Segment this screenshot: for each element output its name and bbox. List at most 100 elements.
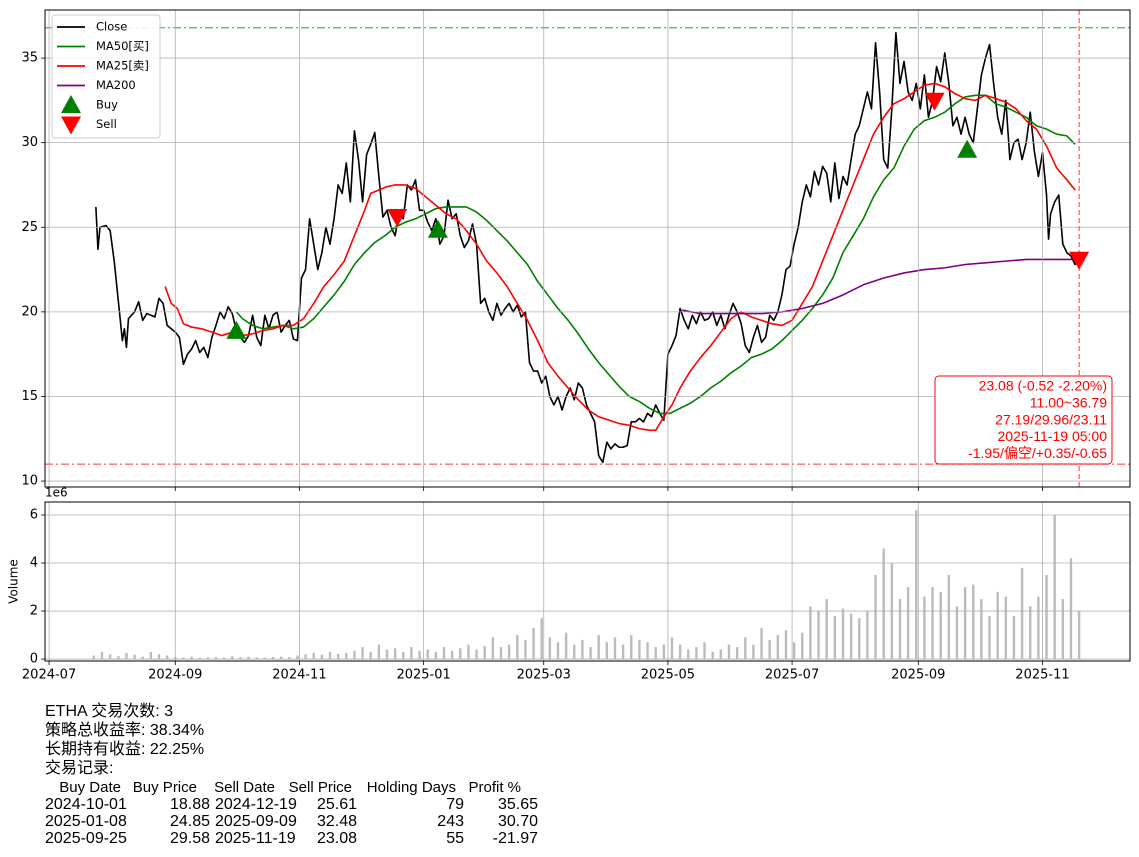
- table-cell: 55: [446, 830, 464, 847]
- legend-label: MA200: [96, 78, 136, 92]
- volume-bar: [1045, 575, 1048, 660]
- volume-bar: [393, 648, 397, 660]
- x-tick-label: 2025-01: [396, 668, 450, 683]
- volume-bar: [670, 637, 674, 660]
- x-tick-label: 2025-05: [641, 668, 695, 683]
- volume-bar: [589, 647, 592, 660]
- volume-bar: [947, 575, 951, 660]
- x-tick-label: 2024-07: [22, 668, 76, 683]
- volume-bar: [630, 635, 633, 660]
- volume-bar: [1061, 599, 1065, 660]
- volume-bar: [328, 651, 332, 660]
- axis-offset-label: 1e6: [45, 486, 68, 500]
- volume-bar: [776, 635, 780, 660]
- series-line: [235, 94, 1076, 415]
- x-tick-label: 2025-11: [1015, 668, 1069, 683]
- volume-bar: [483, 645, 486, 660]
- annotation-box: [934, 375, 1113, 465]
- volume-bar: [100, 651, 104, 660]
- volume-bar: [548, 637, 552, 660]
- table-cell: 18.88: [170, 796, 210, 813]
- x-tick-label: 2025-09: [891, 668, 945, 683]
- y-tick-label: 0: [30, 652, 38, 667]
- volume-bar: [996, 591, 999, 660]
- volume-bar: [955, 606, 959, 660]
- summary-line: 交易记录:: [45, 759, 113, 777]
- y-tick-label: 20: [21, 304, 38, 319]
- table-cell: 2025-09-25: [45, 830, 127, 847]
- volume-bar: [377, 644, 381, 660]
- volume-bar: [304, 654, 307, 660]
- volume-bar: [442, 647, 446, 660]
- volume-bar: [320, 654, 324, 660]
- y-tick-label: 35: [21, 51, 38, 66]
- volume-bar: [931, 587, 934, 660]
- legend-label: Buy: [96, 98, 118, 112]
- volume-bar: [768, 639, 771, 660]
- trade-marker: [924, 92, 945, 111]
- volume-bar: [638, 639, 641, 660]
- volume-bar: [182, 657, 185, 660]
- volume-bar: [564, 632, 568, 660]
- volume-bar: [849, 613, 853, 660]
- volume-bar: [1037, 596, 1040, 660]
- volume-bar: [222, 657, 226, 660]
- volume-bar: [1029, 606, 1032, 660]
- x-tick-label: 2024-11: [272, 668, 326, 683]
- y-tick-label: 2: [30, 604, 38, 619]
- volume-bar: [540, 618, 543, 660]
- volume-bar: [312, 653, 315, 660]
- table-cell: 79: [446, 796, 464, 813]
- volume-bar: [516, 635, 519, 660]
- volume-bar: [231, 656, 234, 660]
- volume-bar: [92, 655, 96, 660]
- legend-label: Sell: [96, 117, 117, 131]
- volume-bar: [149, 651, 153, 660]
- volume-bar: [735, 647, 739, 660]
- annotation-text: 11.00~36.79: [1030, 395, 1107, 411]
- volume-bar: [141, 656, 144, 660]
- volume-bar: [165, 655, 169, 660]
- volume-bar: [198, 657, 201, 660]
- volume-bar: [255, 657, 258, 660]
- table-cell: 2024-12-19: [215, 796, 297, 813]
- table-cell: -21.97: [493, 830, 538, 847]
- volume-bar: [434, 651, 438, 660]
- y-tick-label: 6: [30, 507, 38, 522]
- x-tick-label: 2025-07: [765, 668, 819, 683]
- trade-marker: [226, 320, 247, 339]
- axes-frame: [44, 501, 1131, 662]
- volume-bar: [418, 650, 421, 660]
- y-tick-label: 15: [21, 389, 38, 404]
- volume-bar: [963, 587, 967, 660]
- volume-bar: [402, 651, 405, 660]
- legend-swatch: [61, 116, 81, 135]
- table-header: Buy Price: [133, 779, 197, 796]
- volume-bar: [507, 644, 511, 660]
- series-line: [95, 31, 1080, 464]
- volume-bar: [1004, 596, 1008, 660]
- volume-bar: [581, 639, 584, 660]
- axes-frame: [44, 9, 1131, 488]
- volume-bar: [426, 649, 429, 660]
- volume-bar: [621, 644, 625, 660]
- trade-marker: [957, 139, 978, 158]
- volume-bar: [263, 657, 267, 660]
- plot-layer: [92, 510, 1081, 660]
- legend-swatch: [61, 95, 81, 113]
- volume-bar: [410, 647, 413, 660]
- volume-bar: [157, 654, 161, 660]
- volume-bar: [532, 627, 535, 660]
- volume-bar: [703, 642, 706, 660]
- table-cell: 2025-11-19: [215, 830, 296, 847]
- volume-bar: [475, 649, 478, 660]
- y-tick-label: 30: [21, 135, 38, 150]
- volume-bar: [125, 653, 128, 660]
- legend-label: MA25[卖]: [96, 59, 149, 73]
- plot-layer: [45, 27, 1130, 465]
- volume-bar: [687, 649, 690, 660]
- volume-bar: [1077, 611, 1081, 660]
- table-cell: 2025-09-09: [215, 813, 297, 830]
- volume-bar: [247, 656, 250, 660]
